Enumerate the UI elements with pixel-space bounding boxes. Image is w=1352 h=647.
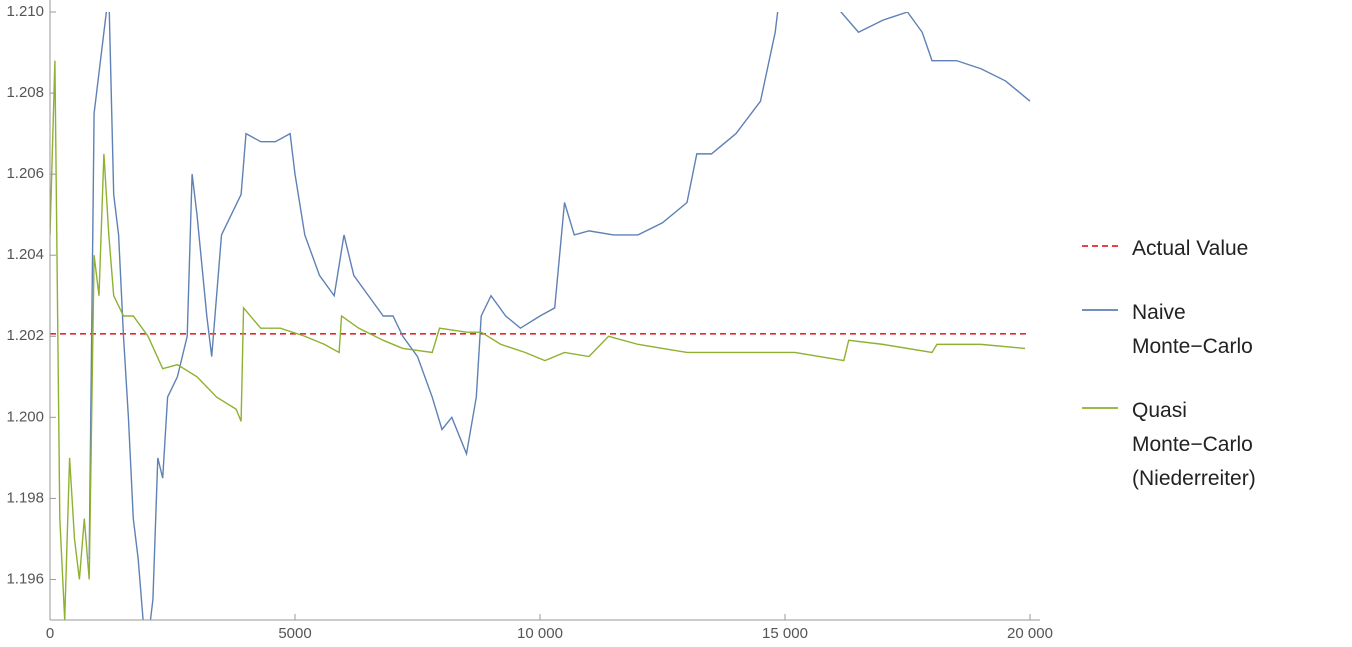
legend-label: Actual Value bbox=[1132, 237, 1249, 260]
legend-item: Quasi Monte−Carlo (Niederreiter) bbox=[1082, 394, 1272, 496]
legend-swatch bbox=[1082, 309, 1118, 311]
y-tick-label: 1.200 bbox=[6, 408, 44, 425]
y-tick-label: 1.208 bbox=[6, 84, 44, 101]
y-tick-label: 1.196 bbox=[6, 570, 44, 587]
chart: 1.196 1.198 1.200 1.202 1.204 1.206 1.208 1.210… bbox=[6, 0, 1053, 642]
y-tick-label: 1.198 bbox=[6, 489, 44, 506]
y-tick-label: 1.210 bbox=[6, 3, 44, 20]
legend-swatch bbox=[1082, 245, 1118, 247]
x-tick-label: 20 000 bbox=[1007, 625, 1053, 642]
x-tick-label: 10 000 bbox=[517, 625, 563, 642]
x-tick-label: 5000 bbox=[278, 625, 311, 642]
legend-label: Quasi Monte−Carlo (Niederreiter) bbox=[1132, 399, 1256, 490]
legend-swatch bbox=[1082, 407, 1118, 409]
legend: Actual Value Naive Monte−Carlo Quasi Monte… bbox=[1082, 232, 1272, 526]
x-tick-label: 15 000 bbox=[762, 625, 808, 642]
legend-item: Actual Value bbox=[1082, 232, 1272, 266]
y-tick-label: 1.202 bbox=[6, 327, 44, 344]
plot-area bbox=[50, 12, 1031, 620]
series-line bbox=[88, 12, 1031, 620]
y-tick-label: 1.206 bbox=[6, 165, 44, 182]
series-line bbox=[50, 60, 1026, 620]
legend-label: Naive Monte−Carlo bbox=[1132, 301, 1253, 358]
legend-item: Naive Monte−Carlo bbox=[1082, 296, 1272, 364]
y-tick-label: 1.204 bbox=[6, 246, 44, 263]
x-tick-label: 0 bbox=[46, 625, 54, 642]
